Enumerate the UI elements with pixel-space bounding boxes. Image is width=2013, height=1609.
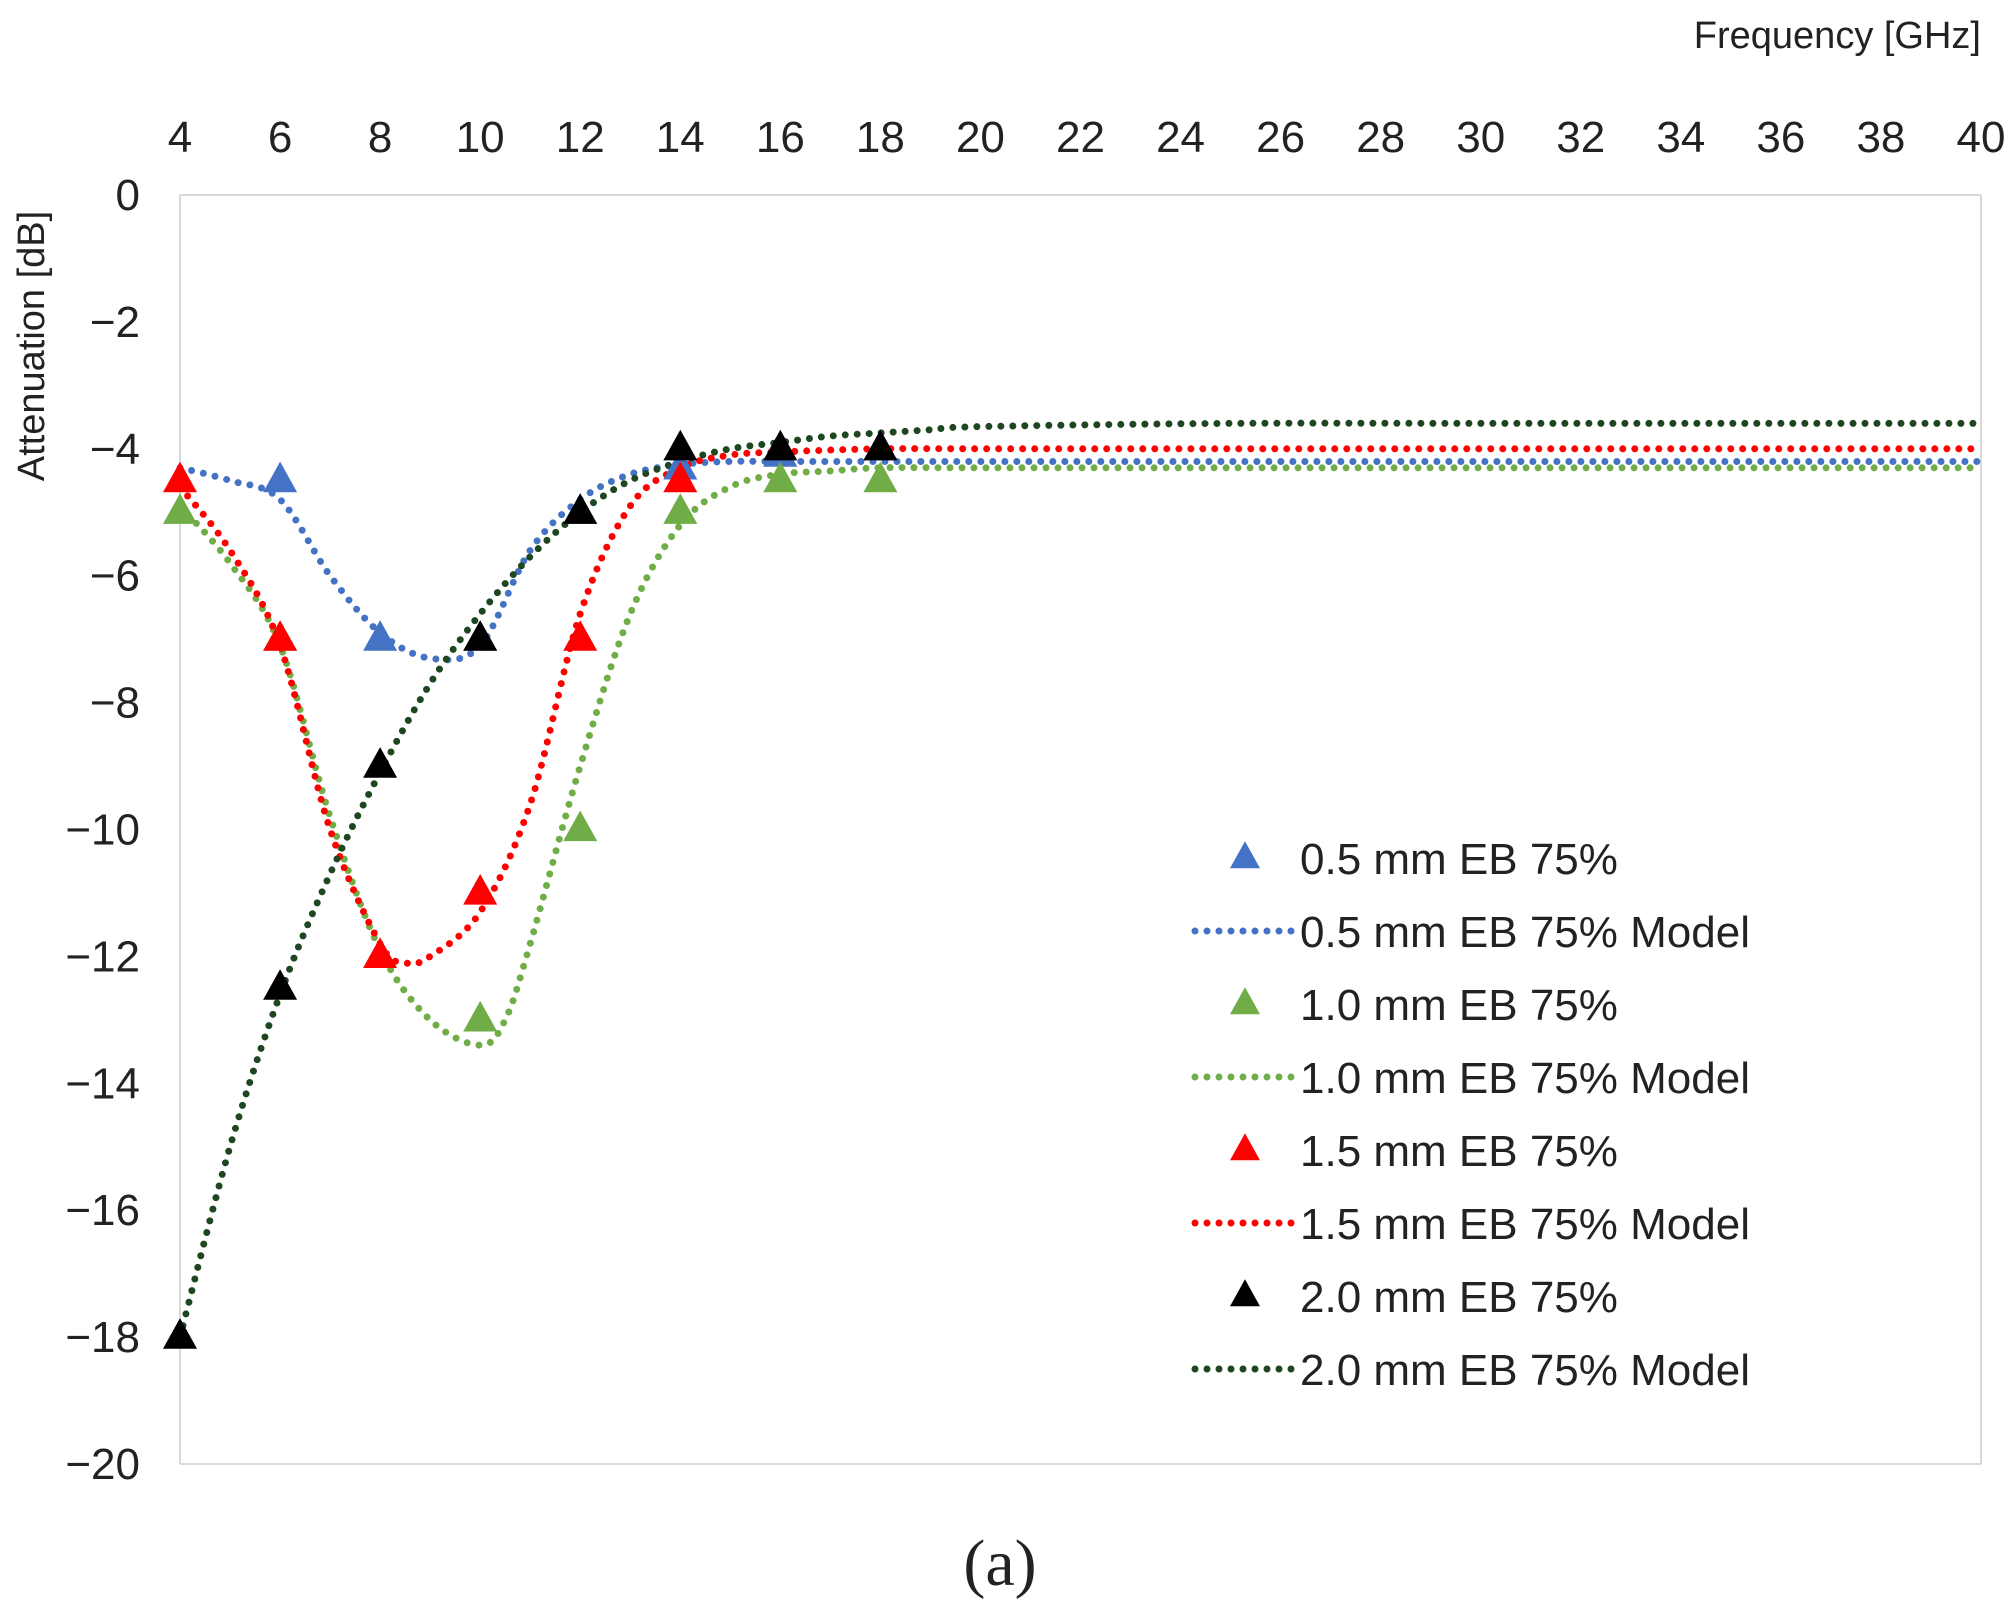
y-tick-label: −20: [65, 1440, 140, 1489]
series-line-7: [176, 419, 1985, 1341]
data-point-3-2: [363, 747, 398, 778]
x-tick-label: 10: [456, 113, 505, 162]
x-tick-label: 8: [368, 113, 392, 162]
y-tick-label: −16: [65, 1186, 140, 1235]
legend-label-2: 1.0 mm EB 75%: [1300, 981, 1618, 1030]
data-point-0-0: [263, 461, 298, 493]
data-point-2-2: [363, 937, 398, 968]
data-point-1-3: [463, 1000, 498, 1032]
legend: 0.5 mm EB 75% 0.5 mm EB 75% Model 1.0 mm E…: [1191, 835, 1750, 1395]
legend-label-1: 0.5 mm EB 75% Model: [1300, 908, 1750, 957]
data-point-1-7: [863, 461, 898, 493]
x-axis-title: Frequency [GHz]: [1694, 15, 1981, 57]
data-point-1-5: [663, 493, 698, 524]
x-tick-label: 12: [556, 113, 605, 162]
data-point-2-1: [263, 620, 298, 651]
y-tick-label: 0: [116, 171, 140, 220]
x-tick-label: 40: [1957, 113, 2006, 162]
x-tick-label: 38: [1856, 113, 1905, 162]
data-point-3-3: [463, 620, 498, 651]
legend-label-7: 2.0 mm EB 75% Model: [1300, 1346, 1750, 1395]
y-tick-label: −6: [90, 552, 140, 601]
x-tick-label: 6: [268, 113, 292, 162]
y-axis-title: Attenuation [dB]: [11, 211, 53, 481]
data-point-3-1: [263, 969, 298, 1000]
series-line-5: [176, 445, 1985, 968]
data-point-2-4: [563, 620, 598, 651]
x-tick-label: 32: [1556, 113, 1605, 162]
x-tick-label: 28: [1356, 113, 1405, 162]
data-point-3-0: [163, 1318, 197, 1349]
legend-label-0: 0.5 mm EB 75%: [1300, 835, 1618, 884]
legend-label-5: 1.5 mm EB 75% Model: [1300, 1200, 1750, 1249]
y-tick-label: −10: [65, 806, 140, 855]
data-point-3-4: [563, 493, 598, 524]
x-tick-label: 20: [956, 113, 1005, 162]
x-tick-label: 26: [1256, 113, 1305, 162]
x-tick-label: 36: [1756, 113, 1805, 162]
axes-layer: 4 6 8 10 12 14 16 18 20 22 24 26 28 30 32 34 36 38 40 0 −2 −4…: [65, 113, 2005, 1489]
legend-marker-4: [1230, 1133, 1260, 1161]
x-tick-label: 22: [1056, 113, 1105, 162]
data-point-1-6: [763, 461, 798, 493]
panel-label: (a): [963, 1527, 1036, 1600]
data-point-2-3: [463, 874, 498, 905]
legend-marker-6: [1230, 1279, 1260, 1307]
data-point-1-4: [563, 810, 598, 842]
data-point-3-7: [863, 429, 898, 461]
y-tick-label: −2: [90, 298, 140, 347]
legend-label-6: 2.0 mm EB 75%: [1300, 1273, 1618, 1322]
legend-marker-0: [1230, 841, 1260, 869]
y-tick-label: −8: [90, 679, 140, 728]
series-layer: [163, 419, 1985, 1349]
x-tick-label: 4: [168, 113, 192, 162]
legend-label-4: 1.5 mm EB 75%: [1300, 1127, 1618, 1176]
y-tick-label: −14: [65, 1059, 140, 1108]
x-tick-label: 34: [1656, 113, 1705, 162]
data-point-3-6: [763, 429, 798, 461]
data-point-3-5: [663, 429, 698, 461]
series-line-1: [176, 457, 1985, 664]
data-point-1-0: [163, 493, 197, 524]
y-tick-label: −18: [65, 1313, 140, 1362]
x-tick-label: 30: [1456, 113, 1505, 162]
legend-label-3: 1.0 mm EB 75% Model: [1300, 1054, 1750, 1103]
legend-marker-2: [1230, 987, 1260, 1015]
x-tick-label: 14: [656, 113, 705, 162]
y-tick-label: −12: [65, 932, 140, 981]
y-tick-label: −4: [90, 425, 140, 474]
data-point-2-5: [663, 461, 698, 493]
data-point-0-1: [363, 620, 398, 651]
x-tick-label: 16: [756, 113, 805, 162]
x-tick-label: 24: [1156, 113, 1205, 162]
series-line-3: [176, 464, 1985, 1049]
data-point-2-0: [163, 461, 197, 493]
x-tick-label: 18: [856, 113, 905, 162]
